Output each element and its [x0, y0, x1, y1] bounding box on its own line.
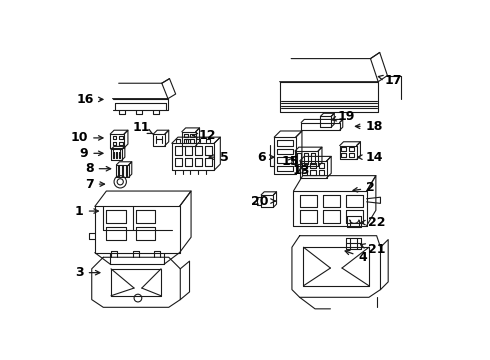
Text: 18: 18: [355, 120, 383, 133]
Text: 15: 15: [282, 154, 299, 167]
Text: 17: 17: [378, 74, 402, 87]
Text: 2: 2: [353, 181, 375, 194]
Text: 5: 5: [209, 150, 228, 164]
Text: 7: 7: [85, 177, 104, 190]
Text: 22: 22: [361, 216, 385, 229]
Text: 1: 1: [75, 204, 98, 217]
Text: 9: 9: [80, 147, 103, 160]
Text: 21: 21: [361, 243, 385, 256]
Text: 16: 16: [77, 93, 103, 106]
Text: 6: 6: [257, 150, 274, 164]
Text: 4: 4: [345, 250, 367, 264]
Text: 10: 10: [71, 131, 103, 144]
Text: 8: 8: [85, 162, 111, 175]
Text: 13: 13: [293, 164, 310, 177]
Text: 19: 19: [331, 110, 355, 123]
Text: 11: 11: [132, 121, 153, 134]
Text: 20: 20: [251, 194, 275, 208]
Text: 3: 3: [75, 266, 100, 279]
Text: 14: 14: [358, 150, 383, 164]
Text: 12: 12: [193, 129, 216, 142]
